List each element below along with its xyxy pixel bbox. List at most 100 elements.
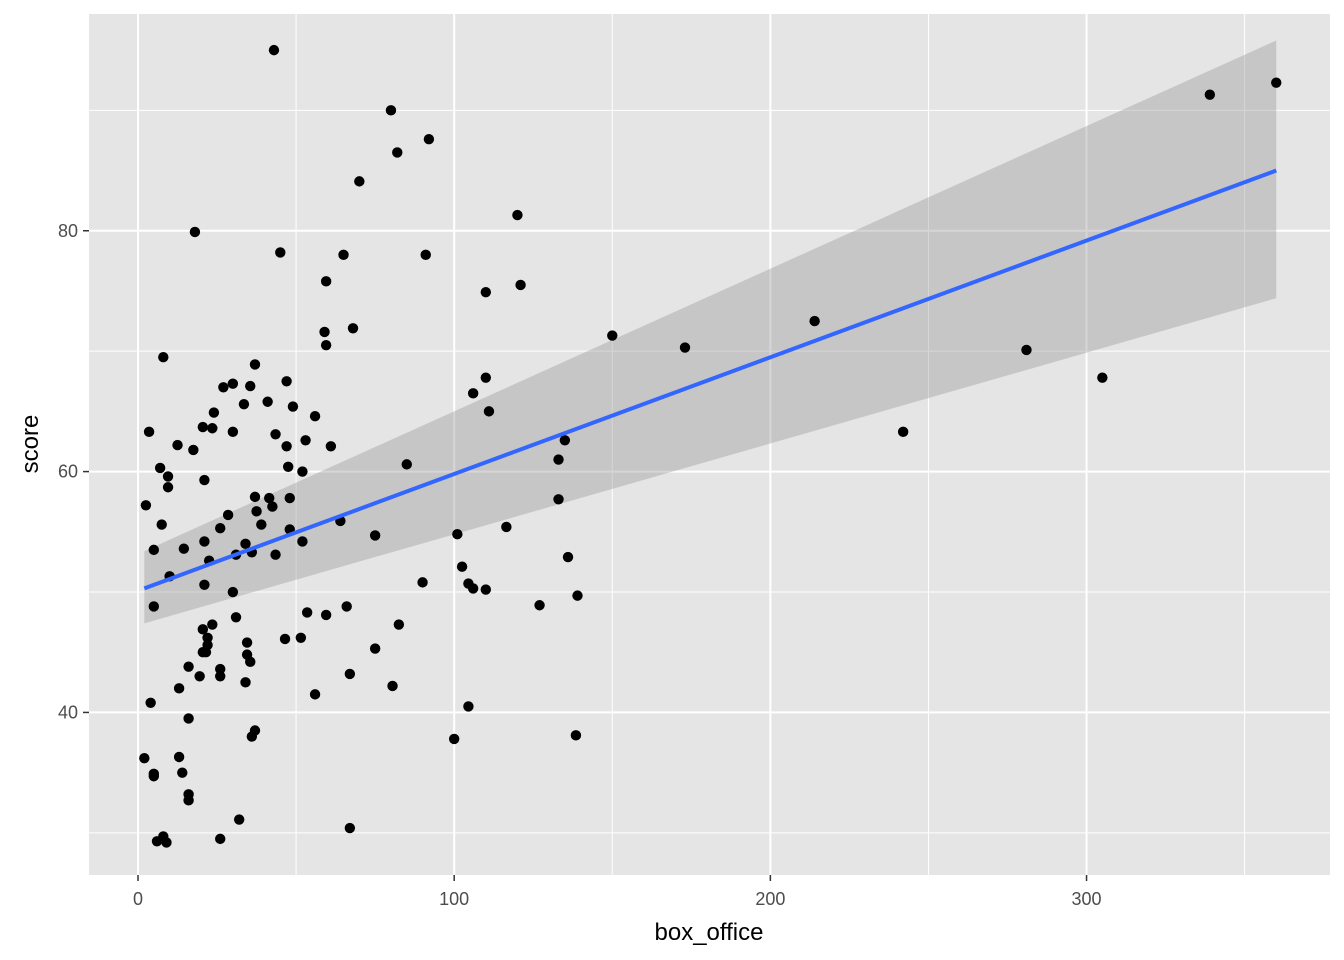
- y-tick-label: 80: [58, 221, 78, 241]
- y-axis-title: score: [17, 415, 44, 474]
- data-point: [156, 519, 167, 530]
- data-point: [897, 426, 909, 438]
- data-point: [309, 689, 321, 700]
- data-point: [325, 441, 337, 452]
- data-point: [319, 326, 330, 338]
- data-point: [483, 406, 495, 417]
- data-point: [218, 382, 229, 393]
- data-point: [158, 351, 169, 363]
- data-point: [369, 530, 381, 541]
- data-point: [194, 671, 205, 682]
- data-point: [320, 339, 332, 351]
- data-point: [173, 751, 185, 763]
- data-point: [148, 601, 160, 612]
- data-point: [249, 359, 261, 370]
- data-point: [270, 429, 281, 440]
- data-point: [188, 444, 199, 456]
- data-point: [207, 423, 218, 434]
- data-point: [140, 500, 152, 511]
- y-tick-label: 60: [58, 462, 78, 482]
- data-point: [559, 435, 571, 446]
- data-point: [173, 683, 185, 694]
- data-point: [227, 378, 239, 389]
- data-point: [501, 521, 512, 533]
- data-point: [420, 249, 431, 261]
- data-point: [240, 538, 251, 550]
- data-point: [467, 583, 479, 594]
- data-point: [553, 454, 564, 465]
- data-point: [300, 435, 311, 446]
- data-point: [143, 426, 155, 438]
- data-point: [154, 462, 166, 474]
- data-point: [189, 226, 201, 238]
- data-point: [553, 494, 564, 505]
- data-point: [245, 380, 256, 392]
- data-point: [572, 590, 583, 601]
- data-point: [515, 279, 526, 291]
- data-point: [183, 713, 194, 724]
- data-point: [281, 376, 292, 387]
- data-point: [241, 637, 253, 648]
- data-point: [215, 833, 226, 845]
- data-point: [238, 398, 250, 410]
- data-point: [297, 536, 308, 547]
- data-point: [208, 407, 220, 418]
- data-point: [139, 752, 150, 764]
- data-point: [338, 249, 349, 261]
- data-point: [207, 619, 218, 630]
- data-point: [245, 656, 256, 668]
- data-point: [256, 519, 267, 530]
- major-gridlines: [89, 14, 1330, 875]
- data-point: [320, 609, 332, 621]
- y-axis: 40 60 80: [58, 221, 89, 722]
- data-point: [448, 733, 460, 745]
- x-axis: 0 100 200 300: [133, 875, 1102, 909]
- data-point: [480, 584, 492, 595]
- data-point: [202, 632, 213, 643]
- data-point: [385, 105, 397, 116]
- data-point: [309, 411, 321, 422]
- data-point: [534, 600, 545, 611]
- data-point: [227, 586, 239, 598]
- data-point: [480, 372, 492, 383]
- data-point: [222, 509, 234, 521]
- data-point: [233, 814, 245, 825]
- data-point: [512, 209, 523, 221]
- data-point: [264, 492, 275, 504]
- data-point: [344, 822, 356, 834]
- x-axis-title: box_office: [655, 919, 764, 946]
- x-tick-label: 200: [755, 889, 785, 909]
- data-point: [452, 529, 463, 540]
- data-point: [344, 668, 356, 680]
- data-point: [177, 767, 188, 778]
- data-point: [183, 661, 194, 672]
- minor-gridlines: [89, 14, 1330, 875]
- data-point: [197, 647, 209, 658]
- x-tick-label: 100: [439, 889, 469, 909]
- data-point: [282, 461, 294, 472]
- data-point: [284, 492, 295, 504]
- data-point: [215, 663, 226, 675]
- data-point: [162, 482, 174, 493]
- x-tick-label: 0: [133, 889, 143, 909]
- data-point: [1204, 89, 1216, 100]
- data-point: [215, 522, 226, 534]
- data-point: [199, 536, 210, 547]
- data-point: [401, 459, 412, 470]
- data-point: [809, 315, 820, 327]
- data-point: [268, 44, 280, 56]
- data-point: [679, 342, 691, 353]
- data-point: [393, 619, 405, 630]
- confidence-band: [144, 40, 1277, 624]
- data-point: [417, 577, 428, 588]
- data-point: [275, 247, 286, 258]
- data-point: [262, 396, 273, 407]
- data-point: [172, 439, 183, 451]
- data-point: [392, 147, 403, 158]
- data-point: [197, 624, 209, 635]
- data-point: [341, 601, 352, 612]
- data-point: [287, 401, 299, 412]
- data-point: [162, 471, 174, 482]
- data-point: [1097, 372, 1108, 383]
